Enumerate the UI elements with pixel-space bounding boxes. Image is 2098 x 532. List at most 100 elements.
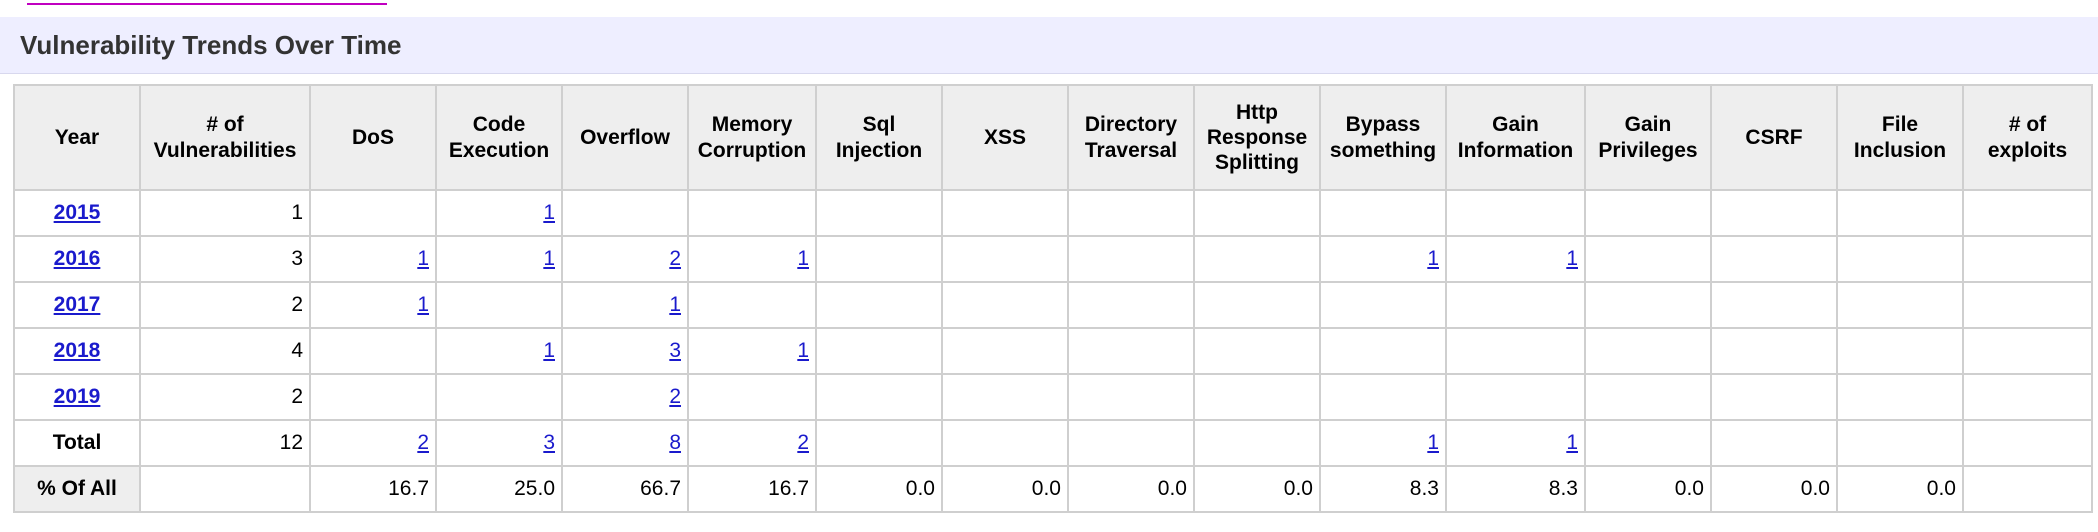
data-cell	[1836, 419, 1964, 467]
cell-value: 25.0	[514, 477, 555, 500]
count-link[interactable]: 1	[417, 293, 429, 316]
year-link[interactable]: 2016	[53, 247, 101, 270]
cell-value: 8.3	[1409, 477, 1439, 500]
column-header: Sql Injection	[815, 84, 943, 191]
year-link[interactable]: 2017	[53, 293, 101, 316]
row-label: Total	[52, 431, 102, 454]
data-cell	[1319, 281, 1447, 329]
row-label-cell: 2019	[13, 373, 141, 421]
data-cell	[435, 281, 563, 329]
table-body: 2015 1 1 2016 3 1 1 2 1 1 1 2017 2 1 1 2018 4 1 3 1 2019 2 2 To…	[13, 189, 2093, 513]
column-header: Http Response Splitting	[1193, 84, 1321, 191]
cell-value: 0.0	[1283, 477, 1313, 500]
data-cell	[1319, 189, 1447, 237]
count-link[interactable]: 2	[797, 431, 809, 454]
data-cell: 1	[309, 235, 437, 283]
row-label-cell: 2016	[13, 235, 141, 283]
column-header: Year	[13, 84, 141, 191]
cell-value: 0.0	[1926, 477, 1956, 500]
data-cell	[1710, 281, 1838, 329]
data-cell	[687, 189, 817, 237]
data-cell: 0.0	[1193, 465, 1321, 513]
count-link[interactable]: 2	[669, 247, 681, 270]
data-cell: 1	[435, 235, 563, 283]
data-cell: 1	[1319, 235, 1447, 283]
data-cell: 8.3	[1319, 465, 1447, 513]
data-cell	[1710, 189, 1838, 237]
cell-value: 2	[291, 385, 303, 408]
cell-value: 0.0	[1674, 477, 1704, 500]
data-cell	[815, 373, 943, 421]
count-link[interactable]: 1	[1427, 431, 1439, 454]
data-cell	[1445, 189, 1586, 237]
data-cell	[1962, 465, 2093, 513]
count-link[interactable]: 1	[1566, 431, 1578, 454]
cell-value: 4	[291, 339, 303, 362]
data-cell	[687, 373, 817, 421]
count-link[interactable]: 3	[669, 339, 681, 362]
data-cell: 1	[561, 281, 689, 329]
count-link[interactable]: 2	[417, 431, 429, 454]
year-link[interactable]: 2018	[53, 339, 101, 362]
data-cell	[815, 281, 943, 329]
cell-value: 0.0	[1800, 477, 1830, 500]
data-cell: 3	[435, 419, 563, 467]
count-link[interactable]: 1	[669, 293, 681, 316]
data-cell: 2	[687, 419, 817, 467]
data-cell	[941, 281, 1069, 329]
count-link[interactable]: 1	[1566, 247, 1578, 270]
cell-value: 0.0	[905, 477, 935, 500]
count-link[interactable]: 1	[1427, 247, 1439, 270]
section-title: Vulnerability Trends Over Time	[20, 30, 402, 60]
data-cell	[1962, 419, 2093, 467]
title-bar: Vulnerability Trends Over Time	[0, 17, 2098, 74]
data-cell	[1710, 235, 1838, 283]
count-link[interactable]: 2	[669, 385, 681, 408]
data-cell: 1	[139, 189, 311, 237]
data-cell	[1962, 235, 2093, 283]
data-cell: 1	[435, 189, 563, 237]
count-link[interactable]: 1	[543, 339, 555, 362]
data-cell	[1067, 281, 1195, 329]
column-header: Directory Traversal	[1067, 84, 1195, 191]
count-link[interactable]: 8	[669, 431, 681, 454]
data-cell: 2	[139, 373, 311, 421]
data-cell	[139, 465, 311, 513]
data-cell	[1962, 327, 2093, 375]
column-header: XSS	[941, 84, 1069, 191]
count-link[interactable]: 3	[543, 431, 555, 454]
count-link[interactable]: 1	[797, 247, 809, 270]
count-link[interactable]: 1	[543, 247, 555, 270]
count-link[interactable]: 1	[543, 201, 555, 224]
data-cell: 3	[561, 327, 689, 375]
cell-value: 12	[279, 431, 303, 454]
data-cell	[687, 281, 817, 329]
year-link[interactable]: 2015	[53, 201, 101, 224]
data-cell	[941, 419, 1069, 467]
data-cell: 3	[139, 235, 311, 283]
data-cell: 1	[435, 327, 563, 375]
cell-value: 1	[291, 201, 303, 224]
data-cell	[941, 189, 1069, 237]
count-link[interactable]: 1	[797, 339, 809, 362]
data-cell: 2	[561, 373, 689, 421]
data-cell: 12	[139, 419, 311, 467]
column-header: Overflow	[561, 84, 689, 191]
cell-value: 16.7	[768, 477, 809, 500]
data-cell	[1584, 373, 1712, 421]
data-cell: 8	[561, 419, 689, 467]
column-header: # of Vulnerabilities	[139, 84, 311, 191]
data-cell	[1067, 189, 1195, 237]
data-cell	[941, 235, 1069, 283]
count-link[interactable]: 1	[417, 247, 429, 270]
year-link[interactable]: 2019	[53, 385, 101, 408]
data-cell	[1836, 189, 1964, 237]
data-cell	[1584, 327, 1712, 375]
table-row: Total 12 2 3 8 2 1 1	[13, 419, 2093, 467]
data-cell	[941, 373, 1069, 421]
data-cell	[1710, 419, 1838, 467]
data-cell: 25.0	[435, 465, 563, 513]
cell-value: 16.7	[388, 477, 429, 500]
